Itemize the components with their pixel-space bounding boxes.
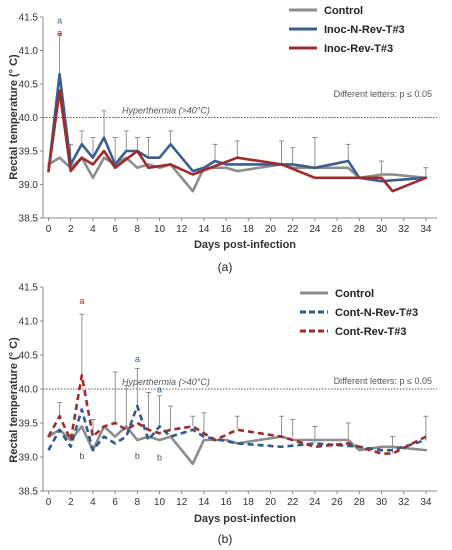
x-tick-label: 12 [176,497,188,508]
y-tick-label: 41.0 [19,317,39,328]
significance-letter: a [135,354,140,364]
x-tick-label: 16 [221,497,233,508]
legend-label: Inoc-N-Rev-T#3 [324,24,405,36]
x-tick-label: 16 [221,224,233,235]
significance-letter: a [79,296,84,306]
x-tick-label: 28 [354,497,366,508]
x-axis-title: Days post-infection [194,239,296,251]
x-tick-label: 0 [46,224,52,235]
legend-label: Cont-Rev-T#3 [335,326,407,338]
x-tick-label: 2 [68,497,74,508]
x-tick-label: 8 [135,224,141,235]
significance-letter: a [57,16,62,26]
x-tick-label: 24 [309,497,321,508]
hyperthermia-label: Hyperthermia (>40°C) [122,377,210,387]
x-tick-label: 10 [154,497,166,508]
x-tick-label: 32 [398,224,410,235]
significance-note: Different letters: p ≤ 0.05 [334,376,432,386]
y-tick-label: 41.5 [19,283,39,294]
y-tick-label: 39.0 [19,453,39,464]
x-tick-label: 14 [198,224,210,235]
y-axis-title: Rectal temperature (° C) [8,54,20,180]
x-tick-label: 4 [90,224,96,235]
x-tick-label: 20 [265,224,277,235]
x-tick-label: 24 [309,224,321,235]
x-tick-label: 30 [376,224,388,235]
x-tick-label: 8 [135,497,141,508]
x-tick-label: 26 [332,497,344,508]
legend-label: Cont-N-Rev-T#3 [335,307,418,319]
y-tick-label: 39.5 [19,147,39,158]
x-tick-label: 4 [90,497,96,508]
significance-letter: b [157,452,162,462]
x-tick-label: 34 [420,224,432,235]
x-tick-label: 6 [112,497,118,508]
significance-letter: b [135,451,140,461]
x-tick-label: 22 [287,497,299,508]
significance-note: Different letters: p ≤ 0.05 [334,89,432,99]
x-tick-label: 12 [176,224,188,235]
panel-label: (a) [218,260,233,274]
series-line-inoc-rev-t-3 [47,89,428,193]
panel-label: (b) [218,532,233,546]
x-tick-label: 14 [198,497,210,508]
y-tick-label: 40.0 [19,385,39,396]
x-tick-label: 18 [243,224,255,235]
y-tick-label: 40.0 [19,113,39,124]
series-line-control [47,425,428,466]
x-tick-label: 20 [265,497,277,508]
y-axis-title: Rectal temperature (° C) [8,337,20,463]
x-tick-label: 32 [398,497,410,508]
significance-letter: b [79,451,84,461]
legend-label: Control [324,5,363,17]
x-tick-label: 28 [354,224,366,235]
x-tick-label: 10 [154,224,166,235]
y-tick-label: 40.5 [19,351,39,362]
legend-label: Inoc-Rev-T#3 [324,43,393,55]
y-tick-label: 38.5 [19,214,39,225]
legend-label: Control [335,288,374,300]
hyperthermia-label: Hyperthermia (>40°C) [122,106,210,116]
x-tick-label: 6 [112,224,118,235]
x-tick-label: 22 [287,224,299,235]
x-tick-label: 0 [46,497,52,508]
chart-panel-a: Rectal temperature (° C) Days post-infec… [8,5,437,274]
y-tick-label: 39.5 [19,419,39,430]
x-tick-label: 2 [68,224,74,235]
significance-letter: a [57,28,62,38]
significance-letter: a [157,384,162,394]
y-tick-label: 40.5 [19,80,39,91]
y-tick-label: 41.5 [19,13,39,24]
y-tick-label: 39.0 [19,180,39,191]
x-tick-label: 26 [332,224,344,235]
series-line-cont-rev-t-3 [47,374,427,455]
chart-panel-b: Rectal temperature (° C) Days post-infec… [8,283,437,546]
x-tick-label: 30 [376,497,388,508]
x-tick-label: 18 [243,497,255,508]
series-line-control [47,156,428,193]
y-tick-label: 41.0 [19,46,39,57]
series-line-inoc-n-rev-t-3 [47,72,428,183]
x-axis-title: Days post-infection [194,513,296,525]
x-tick-label: 34 [420,497,432,508]
y-tick-label: 38.5 [19,487,39,498]
